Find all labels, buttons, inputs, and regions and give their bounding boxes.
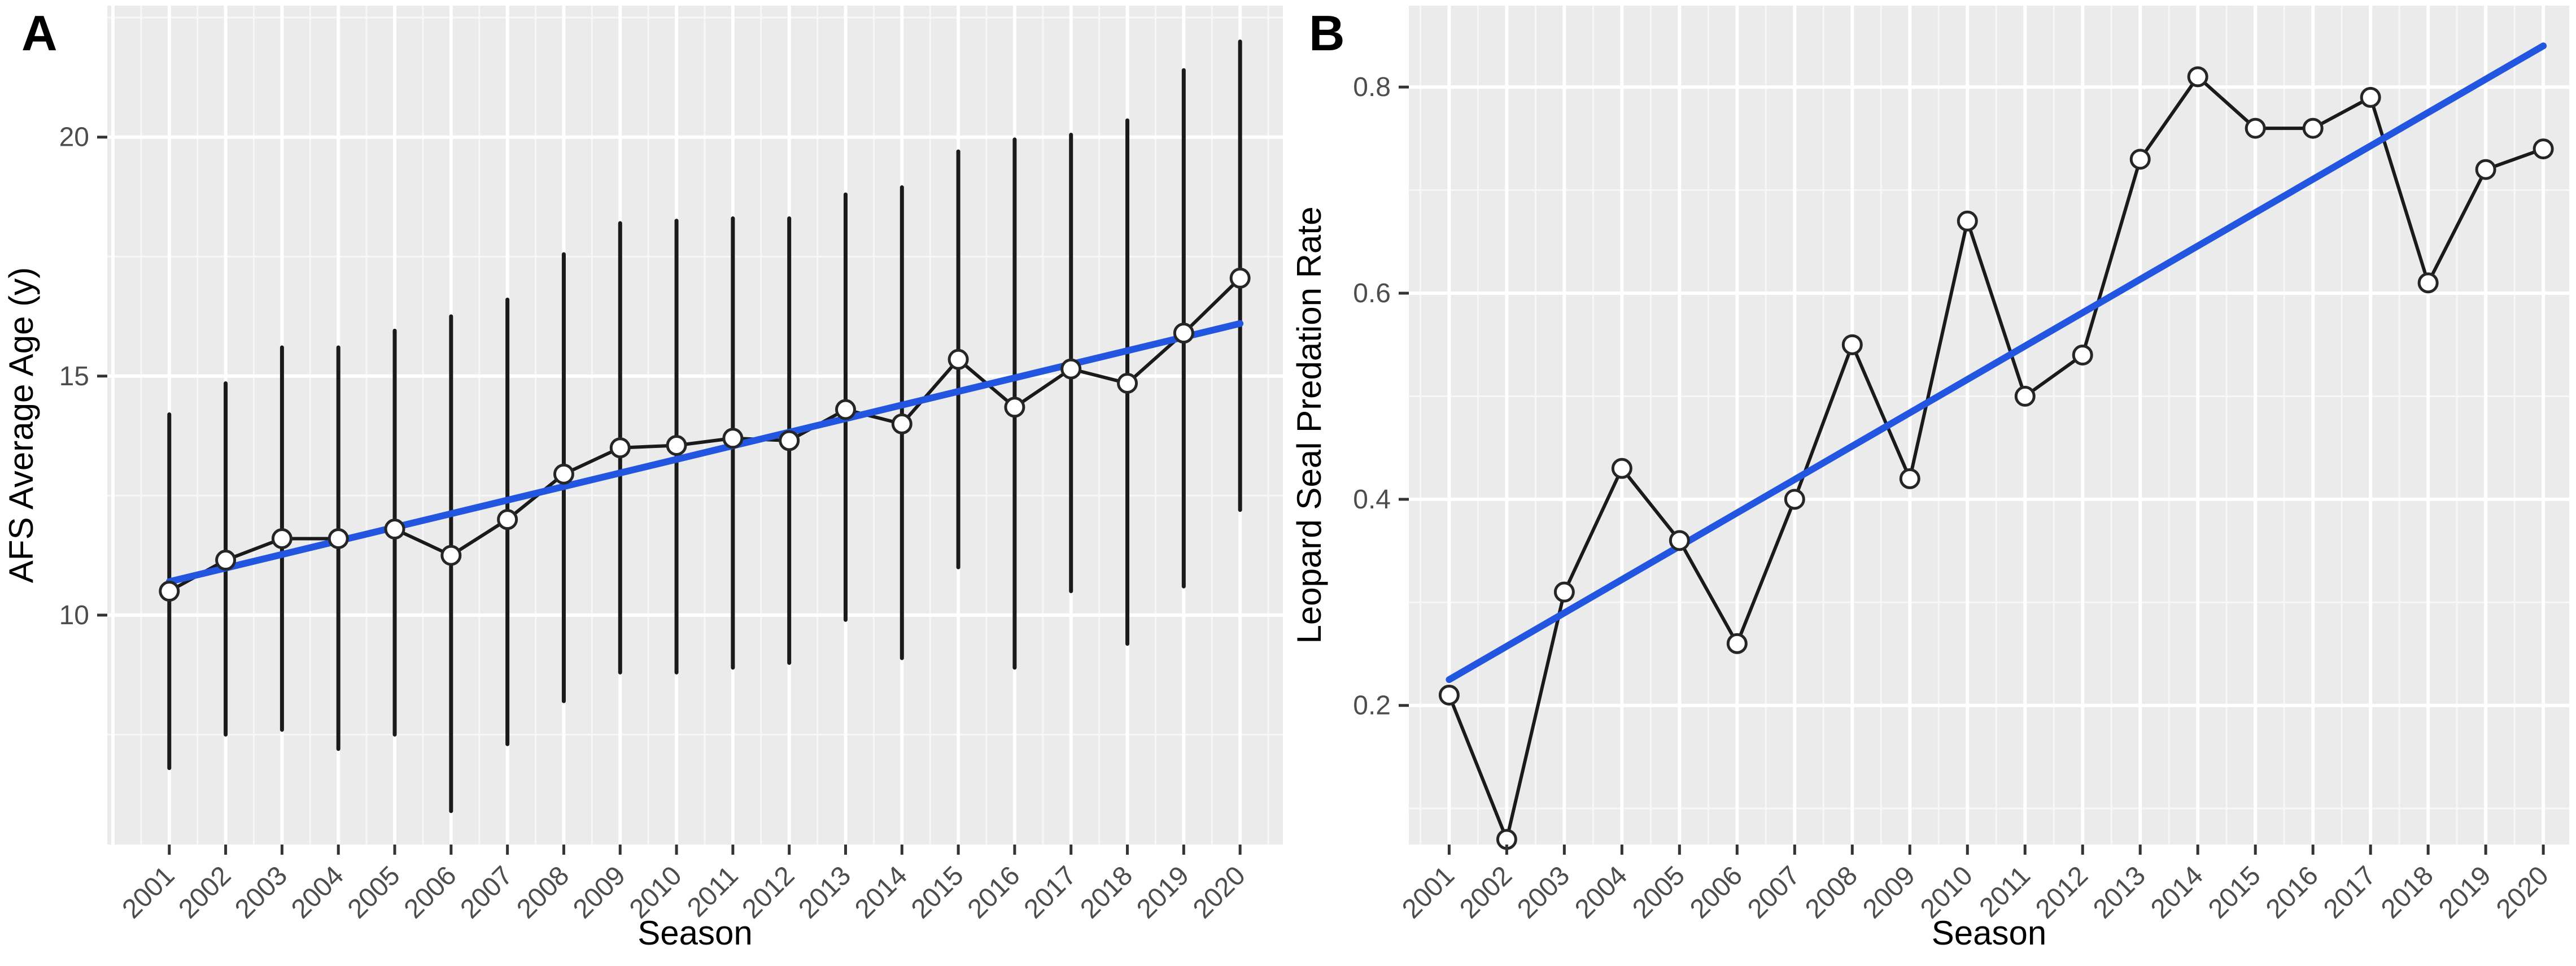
data-point-2017 [2360, 86, 2381, 108]
y-tick-label: 0.2 [1353, 691, 1391, 721]
x-tick-label: 2020 [1187, 860, 1251, 924]
data-point-2013 [2129, 149, 2151, 170]
data-point-2016 [1004, 397, 1025, 418]
y-tick-label: 10 [59, 601, 89, 630]
data-point-2018 [2417, 272, 2439, 294]
plot-background [107, 6, 1283, 845]
data-point-2005 [384, 519, 405, 540]
data-point-2001 [1438, 684, 1460, 706]
x-tick-label: 2007 [455, 860, 518, 924]
trend-line [1446, 42, 2547, 684]
data-point-2009 [1899, 468, 1920, 489]
y-tick-label: 0.4 [1353, 485, 1391, 515]
x-tick-label: 2003 [229, 860, 293, 924]
data-point-2001 [159, 581, 180, 602]
panel-a: 10 15 20 2001 2002 2003 2004 2005 2006 2007 2008 20… [2, 6, 1283, 952]
data-point-2017 [1060, 358, 1082, 380]
x-tick-label: 2015 [906, 860, 970, 924]
data-point-2016 [2302, 118, 2324, 139]
x-tick-label: 2018 [1075, 860, 1138, 924]
x-tick-label: 2006 [1684, 860, 1748, 924]
x-tick-label: 2001 [1396, 860, 1460, 924]
x-tick-label: 2007 [1742, 860, 1806, 924]
x-tick-label: 2001 [117, 860, 181, 924]
data-point-2007 [1784, 489, 1805, 510]
data-point-2015 [2245, 118, 2266, 139]
x-tick-label: 2015 [2203, 860, 2267, 924]
x-tick-label: 2008 [511, 860, 575, 924]
data-point-2006 [440, 545, 462, 566]
panel-a-chart: 1015202001200220032004200520062007200820… [2, 6, 1283, 952]
x-tick-label: 2003 [1512, 860, 1575, 924]
x-tick-label: 2016 [2260, 860, 2324, 924]
data-point-2015 [948, 349, 969, 370]
x-tick-label: 2004 [1569, 860, 1633, 924]
data-point-2019 [1173, 323, 1194, 344]
x-tick-label: 2006 [399, 860, 462, 924]
data-point-2020 [1229, 267, 1251, 289]
panel-a-letter: A [21, 5, 58, 61]
x-tick-label: 2013 [2088, 860, 2151, 924]
data-point-2020 [2533, 138, 2554, 160]
x-tick-label: 2020 [2491, 860, 2555, 924]
data-point-2004 [328, 528, 349, 549]
data-point-2005 [1669, 530, 1690, 551]
x-tick-label: 2014 [2145, 860, 2209, 924]
y-tick-label: 20 [59, 123, 89, 153]
panel-b-chart: 0.2 0.4 0.6 0.8 2001200220032004200520062007… [1290, 6, 2569, 952]
x-tick-label: 2017 [1019, 860, 1082, 924]
data-point-2003 [1553, 581, 1575, 603]
data-point-2002 [215, 550, 237, 571]
x-tick-label: 2019 [2433, 860, 2497, 924]
data-point-2014 [2187, 66, 2208, 88]
y-tick-label: 15 [59, 362, 89, 391]
x-tick-label: 2014 [849, 860, 913, 924]
data-point-2010 [666, 434, 687, 456]
y-axis-title: AFS Average Age (y) [2, 267, 40, 583]
data-point-2013 [835, 399, 856, 420]
data-point-2008 [553, 463, 574, 485]
y-axis-title: Leopard Seal Predation Rate [1290, 207, 1328, 644]
x-tick-label: 2009 [1857, 860, 1921, 924]
data-point-2018 [1117, 372, 1138, 394]
data-point-2012 [779, 430, 800, 451]
data-point-2007 [497, 509, 518, 530]
x-tick-label: 2005 [342, 860, 406, 924]
y-tick-label: 0.8 [1353, 72, 1391, 102]
x-axis-title: Season [638, 914, 753, 952]
data-point-2014 [891, 413, 912, 434]
data-point-2010 [1957, 210, 1978, 232]
x-tick-label: 2018 [2376, 860, 2439, 924]
data-point-2019 [2475, 159, 2496, 180]
x-tick-label: 2008 [1800, 860, 1863, 924]
data-line [1447, 75, 2544, 841]
x-tick-label: 2013 [793, 860, 857, 924]
x-tick-label: 2009 [567, 860, 631, 924]
panel-b-letter: B [1309, 5, 1345, 61]
x-tick-label: 2005 [1627, 860, 1691, 924]
data-point-2008 [1841, 334, 1863, 355]
y-tick-label: 0.6 [1353, 279, 1391, 308]
x-tick-label: 2017 [2318, 860, 2382, 924]
x-axis-title: Season [1932, 914, 2047, 952]
x-tick-label: 2002 [173, 860, 237, 924]
x-tick-label: 2016 [962, 860, 1026, 924]
panel-b: 0.2 0.4 0.6 0.8 2001 2002 2003 2004 2005 2006 2007… [1288, 0, 2576, 966]
data-point-2012 [2072, 344, 2093, 365]
x-tick-label: 2019 [1131, 860, 1195, 924]
data-point-2009 [609, 437, 631, 459]
data-point-2011 [2014, 385, 2036, 407]
data-point-2003 [271, 528, 292, 549]
data-point-2011 [722, 428, 744, 449]
data-point-2004 [1611, 458, 1632, 479]
x-tick-label: 2002 [1454, 860, 1518, 924]
x-tick-label: 2004 [286, 860, 350, 924]
data-point-2006 [1726, 633, 1748, 654]
